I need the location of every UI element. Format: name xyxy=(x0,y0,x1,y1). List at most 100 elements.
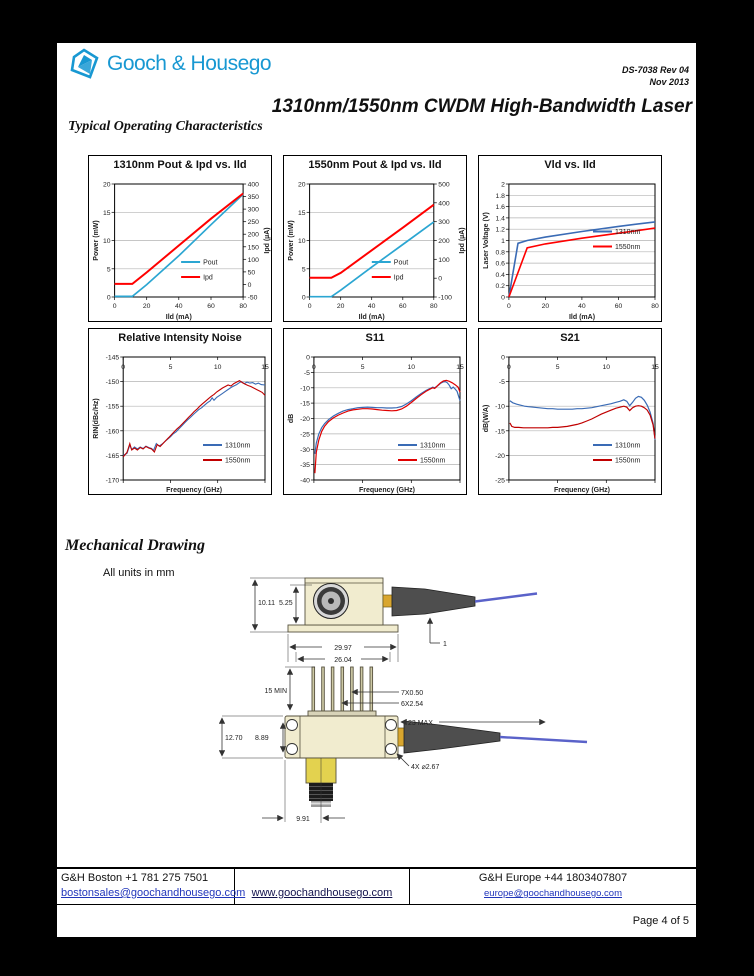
svg-text:Pout: Pout xyxy=(394,260,408,267)
svg-text:200: 200 xyxy=(438,238,450,245)
mounting-hole xyxy=(286,743,298,755)
svg-text:-40: -40 xyxy=(300,478,310,485)
svg-text:60: 60 xyxy=(399,303,407,310)
svg-text:-165: -165 xyxy=(106,453,120,460)
doc-number: DS-7038 Rev 04 xyxy=(621,65,689,75)
dim-pin-width: 7X0.50 xyxy=(401,690,423,697)
chart-1550-pout-ipd: 1550nm Pout & Ipd vs. Ild 0 5 10 15 20 -100 0 1… xyxy=(283,155,467,322)
svg-text:100: 100 xyxy=(438,257,450,264)
svg-text:-100: -100 xyxy=(438,295,452,302)
svg-text:-10: -10 xyxy=(495,404,505,411)
svg-text:Frequency (GHz): Frequency (GHz) xyxy=(554,487,610,494)
svg-text:50: 50 xyxy=(248,269,256,276)
svg-text:80: 80 xyxy=(239,303,247,310)
chart-s11: S11 0 -5 -10 -15 -20 -25 -30 -35 -40 0 5 10 15 dB Freq… xyxy=(283,328,467,495)
svg-text:Frequency (GHz): Frequency (GHz) xyxy=(359,487,415,494)
svg-text:10: 10 xyxy=(103,238,111,245)
svg-text:300: 300 xyxy=(248,207,260,214)
fiber-ferrule xyxy=(382,594,393,608)
svg-text:10: 10 xyxy=(603,364,611,371)
website-link[interactable]: www.goochandhousego.com xyxy=(251,887,393,899)
svg-text:0: 0 xyxy=(302,295,306,302)
units-note: All units in mm xyxy=(103,567,175,579)
svg-text:-15: -15 xyxy=(300,401,310,408)
charts-grid: 1310nm Pout & Ipd vs. Ild 0 5 10 15 20 -50 0 50… xyxy=(88,155,662,495)
optical-fiber xyxy=(499,735,588,744)
svg-text:-25: -25 xyxy=(300,431,310,438)
svg-text:40: 40 xyxy=(368,303,376,310)
dim-hole-dia: 4X ⌀2.67 xyxy=(411,764,439,771)
footer-europe: G&H Europe +44 1803407807 europe@goochan… xyxy=(410,869,696,904)
optical-fiber xyxy=(474,592,538,603)
mounting-hole xyxy=(385,743,397,755)
chart-title: Vld vs. Ild xyxy=(544,159,596,171)
svg-text:Ild (mA): Ild (mA) xyxy=(359,314,385,321)
svg-text:1.4: 1.4 xyxy=(495,215,505,222)
chart-rin: Relative Intensity Noise -145 -150 -155 -16… xyxy=(88,328,272,495)
svg-text:350: 350 xyxy=(248,194,260,201)
chart-title: Relative Intensity Noise xyxy=(118,332,242,344)
svg-text:500: 500 xyxy=(438,182,450,189)
chart-plot: 0 5 10 15 20 -100 0 100 200 300 400 500 0 20 40 60 80 Pow… xyxy=(288,182,466,322)
svg-text:Pout: Pout xyxy=(203,260,217,267)
svg-text:Ipd (µA): Ipd (µA) xyxy=(264,227,271,253)
svg-text:Ipd: Ipd xyxy=(394,275,404,282)
svg-text:400: 400 xyxy=(248,182,260,189)
chart-plot: 0-5-10-15-20-25-30-35-400 5 10 15dBFrequenc… xyxy=(288,355,464,495)
footer-boston: G&H Boston +1 781 275 7501 bostonsales@g… xyxy=(57,869,245,904)
svg-text:Ipd: Ipd xyxy=(203,275,213,282)
section-typical-operating: Typical Operating Characteristics xyxy=(68,119,263,134)
chart-vld-ild: Vld vs. Ild 0 0.2 0.4 0.6 0.8 1 1.2 1.4 1.6 1.8 2 0… xyxy=(478,155,662,322)
europe-email-link[interactable]: europe@goochandhousego.com xyxy=(484,888,622,899)
dim-width-outer: 29.97 xyxy=(334,645,352,652)
svg-text:0.6: 0.6 xyxy=(495,261,505,268)
svg-text:1310nm: 1310nm xyxy=(615,229,640,236)
svg-text:Frequency (GHz): Frequency (GHz) xyxy=(166,487,222,494)
logo-text: Gooch & Housego xyxy=(107,52,272,75)
svg-text:1310nm: 1310nm xyxy=(225,443,250,450)
chart-plot: 00.20.40.60.811.21.41.61.820 20 40 60 80Lase… xyxy=(483,182,659,322)
svg-text:20: 20 xyxy=(103,182,111,189)
svg-text:-155: -155 xyxy=(106,404,120,411)
svg-text:40: 40 xyxy=(175,303,183,310)
chart-plot: 0 5 10 15 20 -50 0 50 100 150 200 250 300 350 400 0 20 40… xyxy=(93,182,271,322)
svg-text:5: 5 xyxy=(361,364,365,371)
svg-text:0: 0 xyxy=(501,295,505,302)
footer-website: www.goochandhousego.com xyxy=(235,869,410,904)
svg-text:400: 400 xyxy=(438,200,450,207)
svg-text:10: 10 xyxy=(298,238,306,245)
svg-text:-25: -25 xyxy=(495,478,505,485)
mounting-hole xyxy=(286,719,298,731)
svg-text:2: 2 xyxy=(501,182,505,189)
svg-text:0: 0 xyxy=(121,364,125,371)
svg-text:Ild (mA): Ild (mA) xyxy=(569,314,595,321)
chart-plot: -145 -150 -155 -160 -165 -170 0 5 10 15 RIN(dBc/Hz… xyxy=(93,355,269,495)
svg-text:5: 5 xyxy=(169,364,173,371)
mounting-hole xyxy=(385,719,397,731)
company-logo: Gooch & Housego xyxy=(68,48,272,80)
svg-text:-145: -145 xyxy=(106,355,120,362)
chart-title: 1310nm Pout & Ipd vs. Ild xyxy=(113,159,247,171)
top-view: 15 MIN 7X0.50 6X2.54 23 MAX 4X ⌀2.67 12.… xyxy=(218,666,588,823)
chart-1310-pout-ipd: 1310nm Pout & Ipd vs. Ild 0 5 10 15 20 -50 0 50… xyxy=(88,155,272,322)
dim-body-inner-height: 8.89 xyxy=(255,735,269,742)
svg-text:80: 80 xyxy=(651,303,659,310)
svg-text:1.6: 1.6 xyxy=(495,204,505,211)
svg-text:Power (mW): Power (mW) xyxy=(93,220,100,260)
svg-text:0: 0 xyxy=(438,276,442,283)
dim-window-height: 5.25 xyxy=(279,600,293,607)
dim-height: 10.11 xyxy=(258,600,275,607)
svg-text:60: 60 xyxy=(207,303,215,310)
svg-text:-50: -50 xyxy=(248,295,258,302)
svg-text:60: 60 xyxy=(615,303,623,310)
svg-text:1550nm: 1550nm xyxy=(615,244,640,251)
boston-email-link[interactable]: bostonsales@goochandhousego.com xyxy=(61,887,246,899)
svg-text:-20: -20 xyxy=(300,416,310,423)
svg-text:1550nm: 1550nm xyxy=(420,458,445,465)
gem-logo-icon xyxy=(70,48,99,79)
chart-title: S11 xyxy=(365,332,385,344)
svg-text:-30: -30 xyxy=(300,447,310,454)
dim-boot-max: 23 MAX xyxy=(408,720,433,727)
svg-text:0: 0 xyxy=(306,355,310,362)
svg-text:-15: -15 xyxy=(495,428,505,435)
